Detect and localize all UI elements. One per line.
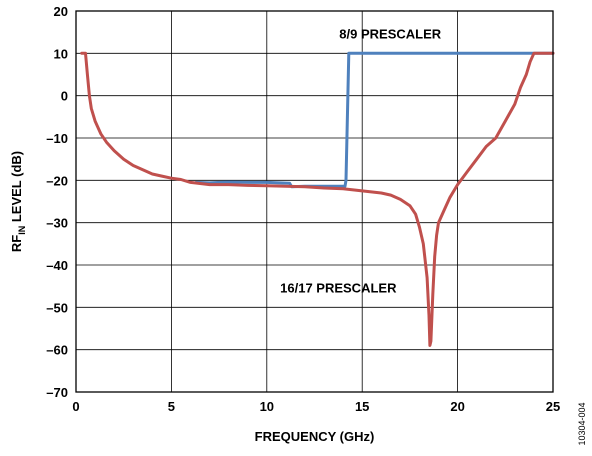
y-tick-label: –30 — [46, 216, 68, 231]
series-8-9-prescaler — [194, 51, 555, 189]
x-axis-title: FREQUENCY (GHz) — [255, 429, 375, 444]
series-16-17-prescaler — [80, 51, 555, 347]
y-tick-label: –60 — [46, 343, 68, 358]
grid-lines — [75, 10, 554, 393]
annotation-8-9-prescaler: 8/9 PRESCALER — [339, 27, 441, 42]
x-tick-label: 15 — [355, 399, 369, 414]
x-tick-label: 25 — [546, 399, 560, 414]
x-tick-label: 10 — [260, 399, 274, 414]
series-line — [194, 51, 555, 189]
series-line — [80, 51, 555, 347]
y-tick-labels: 20 10 0 –10 –20 –30 –40 –50 –60 –70 — [46, 4, 68, 400]
y-axis-title-main: RF — [9, 235, 24, 252]
x-tick-label: 0 — [72, 399, 79, 414]
y-tick-label: 0 — [61, 89, 68, 104]
y-tick-label: –70 — [46, 385, 68, 400]
y-tick-label: –50 — [46, 300, 68, 315]
x-tick-labels: 0 5 10 15 20 25 — [72, 399, 560, 414]
y-tick-label: 10 — [54, 46, 68, 61]
x-tick-label: 5 — [168, 399, 175, 414]
y-axis-title-subscript: IN — [17, 226, 27, 235]
x-tick-label: 20 — [450, 399, 464, 414]
y-tick-label: 20 — [54, 4, 68, 19]
y-tick-label: –20 — [46, 173, 68, 188]
y-tick-label: –10 — [46, 131, 68, 146]
annotation-16-17-prescaler: 16/17 PRESCALER — [280, 281, 397, 296]
y-axis-title-rest: LEVEL (dB) — [9, 151, 24, 226]
plot-frame — [75, 10, 554, 393]
y-tick-label: –40 — [46, 258, 68, 273]
y-axis-title: RFIN LEVEL (dB) — [9, 151, 27, 252]
figure-id: 10304-004 — [577, 402, 587, 445]
